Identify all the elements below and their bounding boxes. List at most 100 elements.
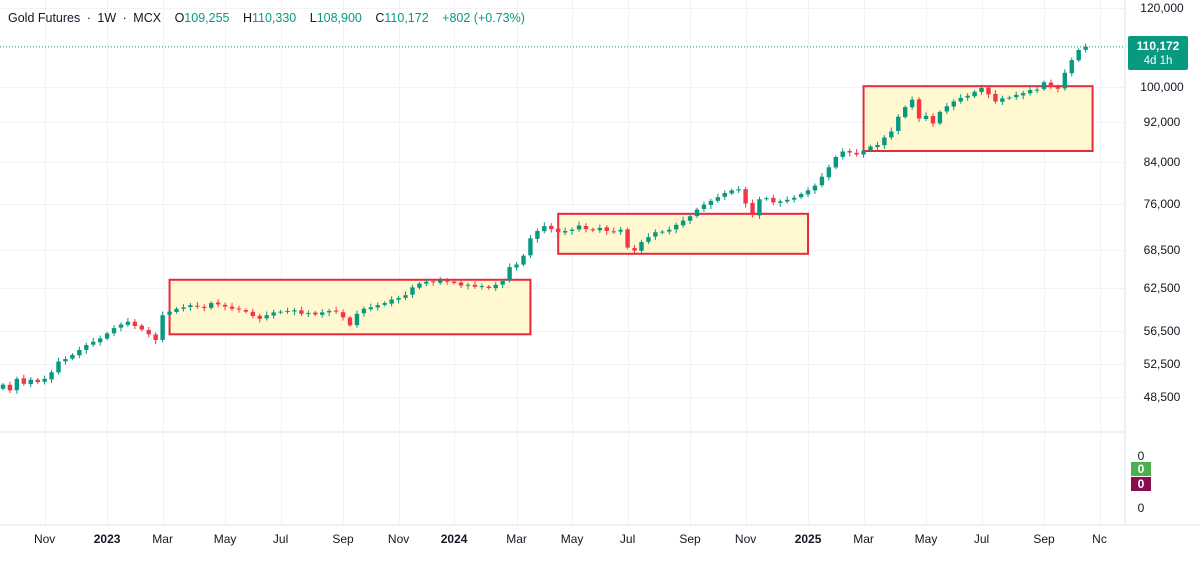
candle[interactable] — [812, 183, 818, 194]
candle[interactable] — [125, 318, 131, 328]
candle[interactable] — [923, 112, 929, 122]
candle[interactable] — [535, 228, 540, 243]
candle[interactable] — [479, 283, 485, 290]
candle[interactable] — [701, 201, 707, 212]
candle-layer[interactable] — [0, 43, 1088, 394]
candle[interactable] — [403, 291, 408, 301]
candle[interactable] — [764, 196, 769, 201]
candle[interactable] — [1027, 86, 1033, 96]
candle[interactable] — [889, 127, 894, 140]
candle[interactable] — [451, 279, 457, 285]
candle[interactable] — [986, 85, 991, 99]
candle[interactable] — [736, 186, 741, 194]
candle[interactable] — [333, 306, 339, 314]
candle[interactable] — [937, 110, 943, 126]
candle[interactable] — [542, 222, 547, 234]
candle[interactable] — [222, 302, 228, 311]
volume-axis[interactable]: 0 0 0 0 — [1131, 449, 1151, 515]
candle[interactable] — [840, 148, 845, 160]
candle[interactable] — [313, 310, 318, 317]
candle[interactable] — [861, 147, 866, 158]
candle[interactable] — [611, 227, 616, 234]
candle[interactable] — [70, 353, 75, 361]
candle[interactable] — [500, 278, 505, 289]
candle[interactable] — [556, 226, 561, 234]
candle[interactable] — [63, 356, 68, 365]
candle[interactable] — [146, 326, 151, 338]
candle[interactable] — [972, 90, 977, 98]
candle[interactable] — [347, 315, 353, 327]
candle[interactable] — [847, 148, 852, 157]
candle[interactable] — [868, 144, 873, 152]
candle[interactable] — [42, 375, 47, 385]
candle[interactable] — [882, 135, 887, 150]
candle[interactable] — [819, 172, 825, 188]
candle[interactable] — [979, 84, 984, 95]
candle[interactable] — [139, 324, 144, 332]
candle[interactable] — [708, 198, 714, 210]
candle[interactable] — [97, 335, 103, 346]
candle[interactable] — [174, 307, 179, 314]
candle[interactable] — [660, 229, 665, 235]
candle[interactable] — [431, 279, 436, 286]
price-axis[interactable]: 120,000 100,000 92,000 84,000 76,000 68,500 62… — [1140, 1, 1184, 404]
candle[interactable] — [132, 319, 138, 330]
candle[interactable] — [250, 308, 256, 319]
candle[interactable] — [722, 190, 727, 200]
candle[interactable] — [507, 263, 512, 283]
candle[interactable] — [785, 196, 790, 204]
candle[interactable] — [396, 295, 401, 304]
candle[interactable] — [1055, 84, 1061, 93]
candle[interactable] — [993, 90, 998, 104]
candle[interactable] — [590, 227, 596, 233]
candle[interactable] — [306, 310, 311, 317]
candle[interactable] — [215, 299, 221, 308]
candle[interactable] — [264, 311, 269, 321]
candle[interactable] — [583, 223, 589, 233]
current-price-tag[interactable]: 110,172 4d 1h — [1128, 36, 1188, 70]
candle[interactable] — [618, 226, 623, 235]
candle[interactable] — [944, 103, 950, 115]
candle[interactable] — [278, 309, 283, 315]
candle[interactable] — [209, 301, 214, 310]
candle[interactable] — [1048, 79, 1054, 90]
candle[interactable] — [930, 113, 936, 127]
candle[interactable] — [56, 357, 61, 375]
candle[interactable] — [1062, 69, 1068, 91]
candle[interactable] — [202, 304, 207, 312]
candle[interactable] — [118, 322, 124, 332]
candle[interactable] — [368, 303, 374, 312]
candle[interactable] — [1083, 43, 1088, 53]
candle[interactable] — [729, 188, 734, 196]
candle[interactable] — [444, 277, 450, 285]
candle[interactable] — [77, 346, 82, 359]
candle[interactable] — [14, 376, 20, 394]
candle[interactable] — [104, 331, 110, 341]
candle[interactable] — [21, 374, 27, 386]
candle[interactable] — [1076, 48, 1081, 62]
candle[interactable] — [188, 302, 193, 311]
candle[interactable] — [965, 93, 970, 101]
candle[interactable] — [1000, 95, 1005, 105]
candle[interactable] — [646, 233, 651, 245]
candle[interactable] — [916, 97, 922, 123]
candle[interactable] — [382, 301, 387, 307]
candle[interactable] — [743, 186, 748, 208]
candle[interactable] — [49, 370, 54, 384]
candle[interactable] — [597, 224, 603, 234]
candle[interactable] — [389, 296, 394, 307]
candle[interactable] — [1069, 57, 1074, 77]
candle[interactable] — [493, 281, 498, 292]
candle[interactable] — [243, 308, 249, 314]
candle[interactable] — [7, 381, 13, 394]
candle[interactable] — [320, 309, 325, 318]
candle[interactable] — [326, 308, 332, 317]
candle[interactable] — [361, 306, 367, 318]
candle[interactable] — [28, 377, 33, 388]
consolidation-box-3[interactable] — [862, 85, 1094, 152]
candle[interactable] — [236, 305, 242, 313]
candle[interactable] — [111, 325, 117, 337]
candle[interactable] — [195, 301, 200, 309]
candle[interactable] — [486, 284, 491, 290]
candle[interactable] — [562, 227, 568, 236]
